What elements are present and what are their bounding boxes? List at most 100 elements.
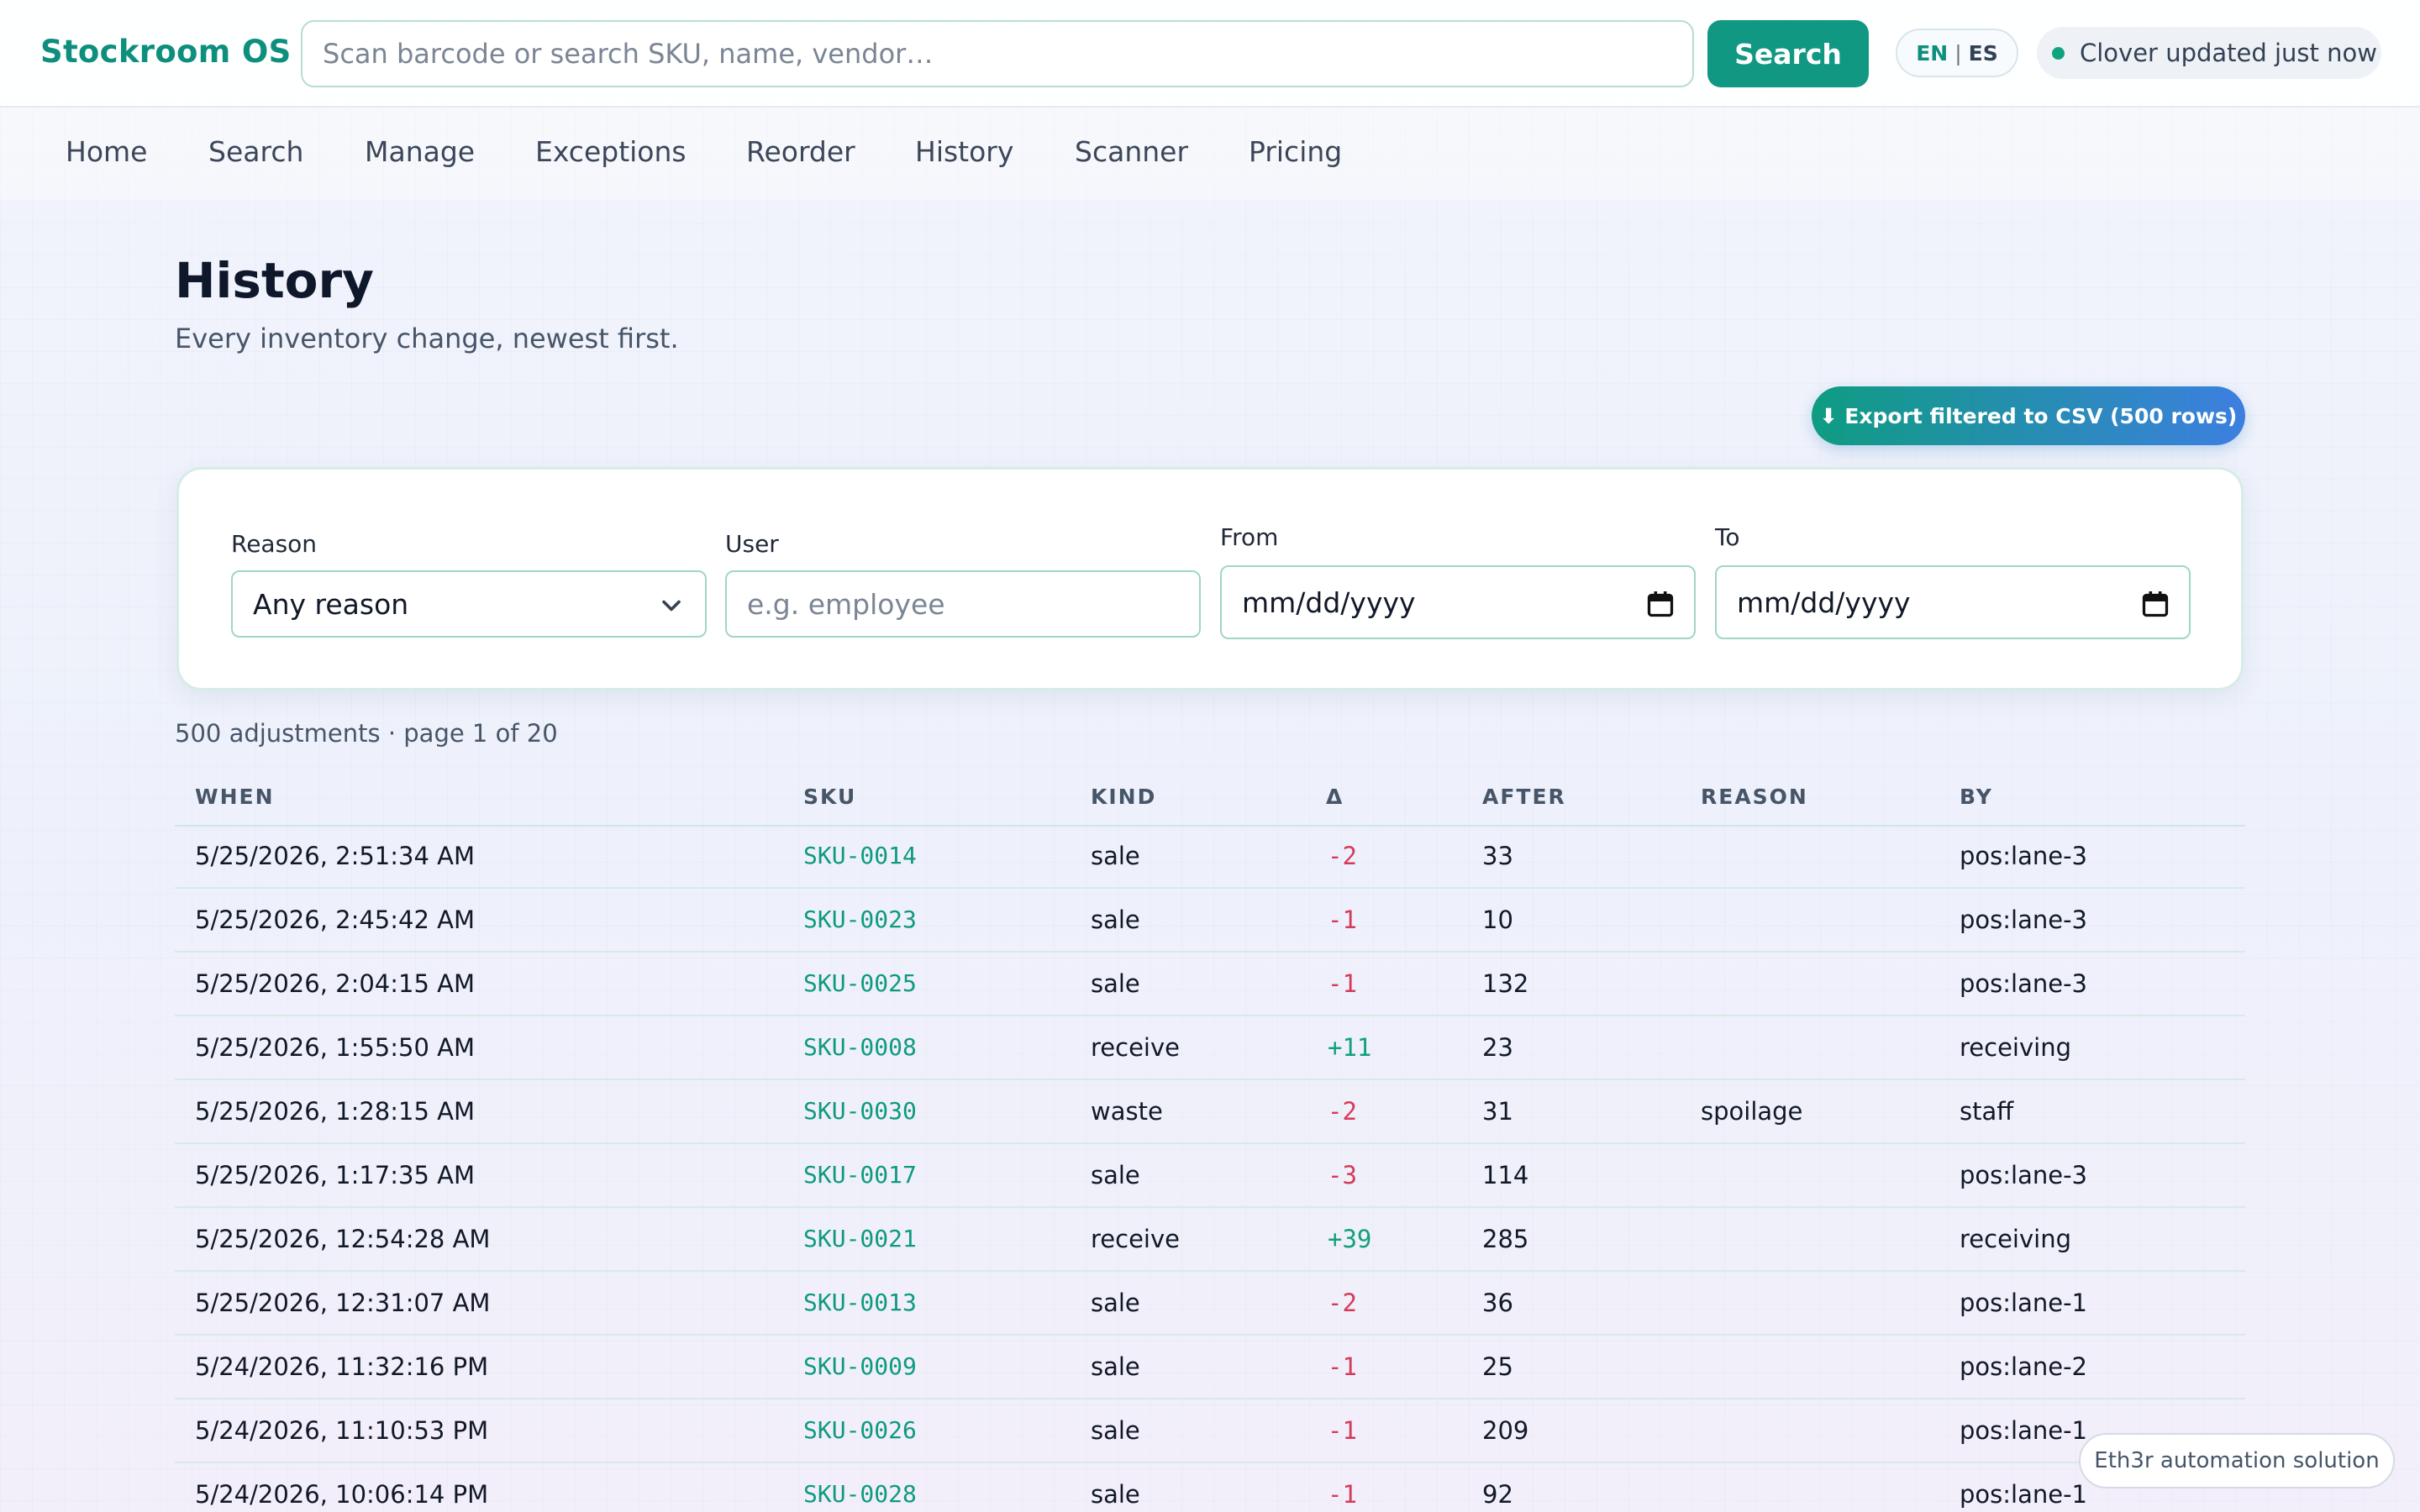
cell-when: 5/25/2026, 12:31:07 AM <box>195 1289 491 1317</box>
to-date-input[interactable]: mm/dd/yyyy <box>1715 565 2191 639</box>
cell-by: pos:lane-3 <box>1960 969 2087 998</box>
top-bar: Stockroom OS Search EN | ES Clover updat… <box>0 0 2420 108</box>
cell-after: 209 <box>1482 1416 1529 1445</box>
cell-sku-link[interactable]: SKU-0013 <box>803 1289 917 1316</box>
reason-label: Reason <box>231 530 318 558</box>
cell-after: 31 <box>1482 1097 1513 1126</box>
cell-kind: sale <box>1091 1480 1140 1509</box>
column-header-after: AFTER <box>1482 785 1566 809</box>
table-row: 5/24/2026, 11:10:53 PM SKU-0026 sale -1 … <box>175 1399 2245 1463</box>
cell-sku-link[interactable]: SKU-0023 <box>803 906 917 933</box>
nav-item-exceptions[interactable]: Exceptions <box>535 135 687 168</box>
cell-after: 114 <box>1482 1161 1529 1189</box>
search-input[interactable] <box>301 20 1694 87</box>
user-input[interactable]: e.g. employee <box>725 570 1201 638</box>
cell-delta: -3 <box>1328 1161 1357 1189</box>
nav-item-pricing[interactable]: Pricing <box>1249 135 1343 168</box>
to-date-value: mm/dd/yyyy <box>1737 585 1911 619</box>
cell-delta: -2 <box>1328 1097 1357 1126</box>
cell-kind: receive <box>1091 1225 1180 1253</box>
nav-item-history[interactable]: History <box>915 135 1014 168</box>
cell-kind: waste <box>1091 1097 1163 1126</box>
cell-sku-link[interactable]: SKU-0021 <box>803 1225 917 1252</box>
status-dot-icon <box>2052 46 2065 60</box>
cell-by: pos:lane-3 <box>1960 842 2087 870</box>
cell-after: 33 <box>1482 842 1513 870</box>
cell-when: 5/25/2026, 2:45:42 AM <box>195 906 476 934</box>
cell-after: 25 <box>1482 1352 1513 1381</box>
language-toggle[interactable]: EN | ES <box>1896 29 2018 77</box>
cell-sku-link[interactable]: SKU-0014 <box>803 842 917 869</box>
table-row: 5/25/2026, 2:51:34 AM SKU-0014 sale -2 3… <box>175 825 2245 889</box>
page-title: History <box>175 252 374 309</box>
table-row: 5/25/2026, 2:04:15 AM SKU-0025 sale -1 1… <box>175 953 2245 1016</box>
cell-sku-link[interactable]: SKU-0017 <box>803 1161 917 1189</box>
cell-sku-link[interactable]: SKU-0030 <box>803 1097 917 1125</box>
table-row: 5/24/2026, 10:06:14 PM SKU-0028 sale -1 … <box>175 1463 2245 1512</box>
cell-delta: -1 <box>1328 1352 1357 1381</box>
cell-after: 285 <box>1482 1225 1529 1253</box>
cell-delta: -2 <box>1328 842 1357 870</box>
nav-item-search[interactable]: Search <box>208 135 304 168</box>
cell-delta: +39 <box>1328 1225 1372 1253</box>
search-button[interactable]: Search <box>1707 20 1869 87</box>
table-row: 5/25/2026, 12:54:28 AM SKU-0021 receive … <box>175 1208 2245 1272</box>
table-row: 5/25/2026, 1:17:35 AM SKU-0017 sale -3 1… <box>175 1144 2245 1208</box>
nav-item-home[interactable]: Home <box>66 135 148 168</box>
export-csv-button[interactable]: ⬇ Export filtered to CSV (500 rows) <box>1812 386 2245 445</box>
cell-sku-link[interactable]: SKU-0025 <box>803 969 917 997</box>
cell-after: 23 <box>1482 1033 1513 1062</box>
lang-es-option[interactable]: ES <box>1968 40 1998 66</box>
lang-en-option[interactable]: EN <box>1916 40 1949 66</box>
page-subtitle: Every inventory change, newest first. <box>175 323 679 354</box>
cell-delta: +11 <box>1328 1033 1372 1062</box>
cell-by: pos:lane-1 <box>1960 1480 2087 1509</box>
cell-kind: sale <box>1091 842 1140 870</box>
nav-item-scanner[interactable]: Scanner <box>1075 135 1189 168</box>
from-label: From <box>1220 523 1279 551</box>
cell-after: 132 <box>1482 969 1529 998</box>
cell-when: 5/25/2026, 1:28:15 AM <box>195 1097 476 1126</box>
cell-after: 92 <box>1482 1480 1513 1509</box>
results-summary: 500 adjustments · page 1 of 20 <box>175 719 558 748</box>
automation-badge[interactable]: Eth3r automation solution <box>2079 1433 2395 1488</box>
from-date-input[interactable]: mm/dd/yyyy <box>1220 565 1696 639</box>
reason-select[interactable]: Any reason <box>231 570 707 638</box>
cell-by: pos:lane-1 <box>1960 1416 2087 1445</box>
calendar-icon[interactable] <box>2140 589 2170 619</box>
calendar-icon[interactable] <box>1645 589 1676 619</box>
cell-sku-link[interactable]: SKU-0009 <box>803 1352 917 1380</box>
cell-by: pos:lane-1 <box>1960 1289 2087 1317</box>
brand-logo[interactable]: Stockroom OS <box>40 34 292 70</box>
cell-when: 5/25/2026, 1:55:50 AM <box>195 1033 476 1062</box>
cell-sku-link[interactable]: SKU-0026 <box>803 1416 917 1444</box>
cell-kind: sale <box>1091 906 1140 934</box>
cell-sku-link[interactable]: SKU-0028 <box>803 1480 917 1508</box>
user-input-placeholder: e.g. employee <box>747 587 945 621</box>
cell-when: 5/25/2026, 1:17:35 AM <box>195 1161 476 1189</box>
cell-when: 5/24/2026, 10:06:14 PM <box>195 1480 489 1509</box>
column-header-sku: SKU <box>803 785 857 809</box>
cell-after: 10 <box>1482 906 1513 934</box>
cell-kind: receive <box>1091 1033 1180 1062</box>
cell-when: 5/24/2026, 11:10:53 PM <box>195 1416 489 1445</box>
reason-select-value: Any reason <box>253 587 409 621</box>
cell-kind: sale <box>1091 1352 1140 1381</box>
cell-kind: sale <box>1091 969 1140 998</box>
cell-when: 5/25/2026, 2:51:34 AM <box>195 842 476 870</box>
column-header-kind: KIND <box>1091 785 1157 809</box>
cell-when: 5/25/2026, 12:54:28 AM <box>195 1225 491 1253</box>
cell-sku-link[interactable]: SKU-0008 <box>803 1033 917 1061</box>
cell-delta: -1 <box>1328 1480 1357 1509</box>
column-header-by: BY <box>1960 785 1993 809</box>
nav-item-reorder[interactable]: Reorder <box>746 135 855 168</box>
sync-status-pill: Clover updated just now <box>2037 27 2381 79</box>
cell-by: pos:lane-3 <box>1960 906 2087 934</box>
cell-by: staff <box>1960 1097 2014 1126</box>
table-row: 5/24/2026, 11:32:16 PM SKU-0009 sale -1 … <box>175 1336 2245 1399</box>
cell-after: 36 <box>1482 1289 1513 1317</box>
cell-by: receiving <box>1960 1225 2071 1253</box>
sync-status-text: Clover updated just now <box>2080 39 2377 67</box>
cell-delta: -2 <box>1328 1289 1357 1317</box>
nav-item-manage[interactable]: Manage <box>365 135 476 168</box>
